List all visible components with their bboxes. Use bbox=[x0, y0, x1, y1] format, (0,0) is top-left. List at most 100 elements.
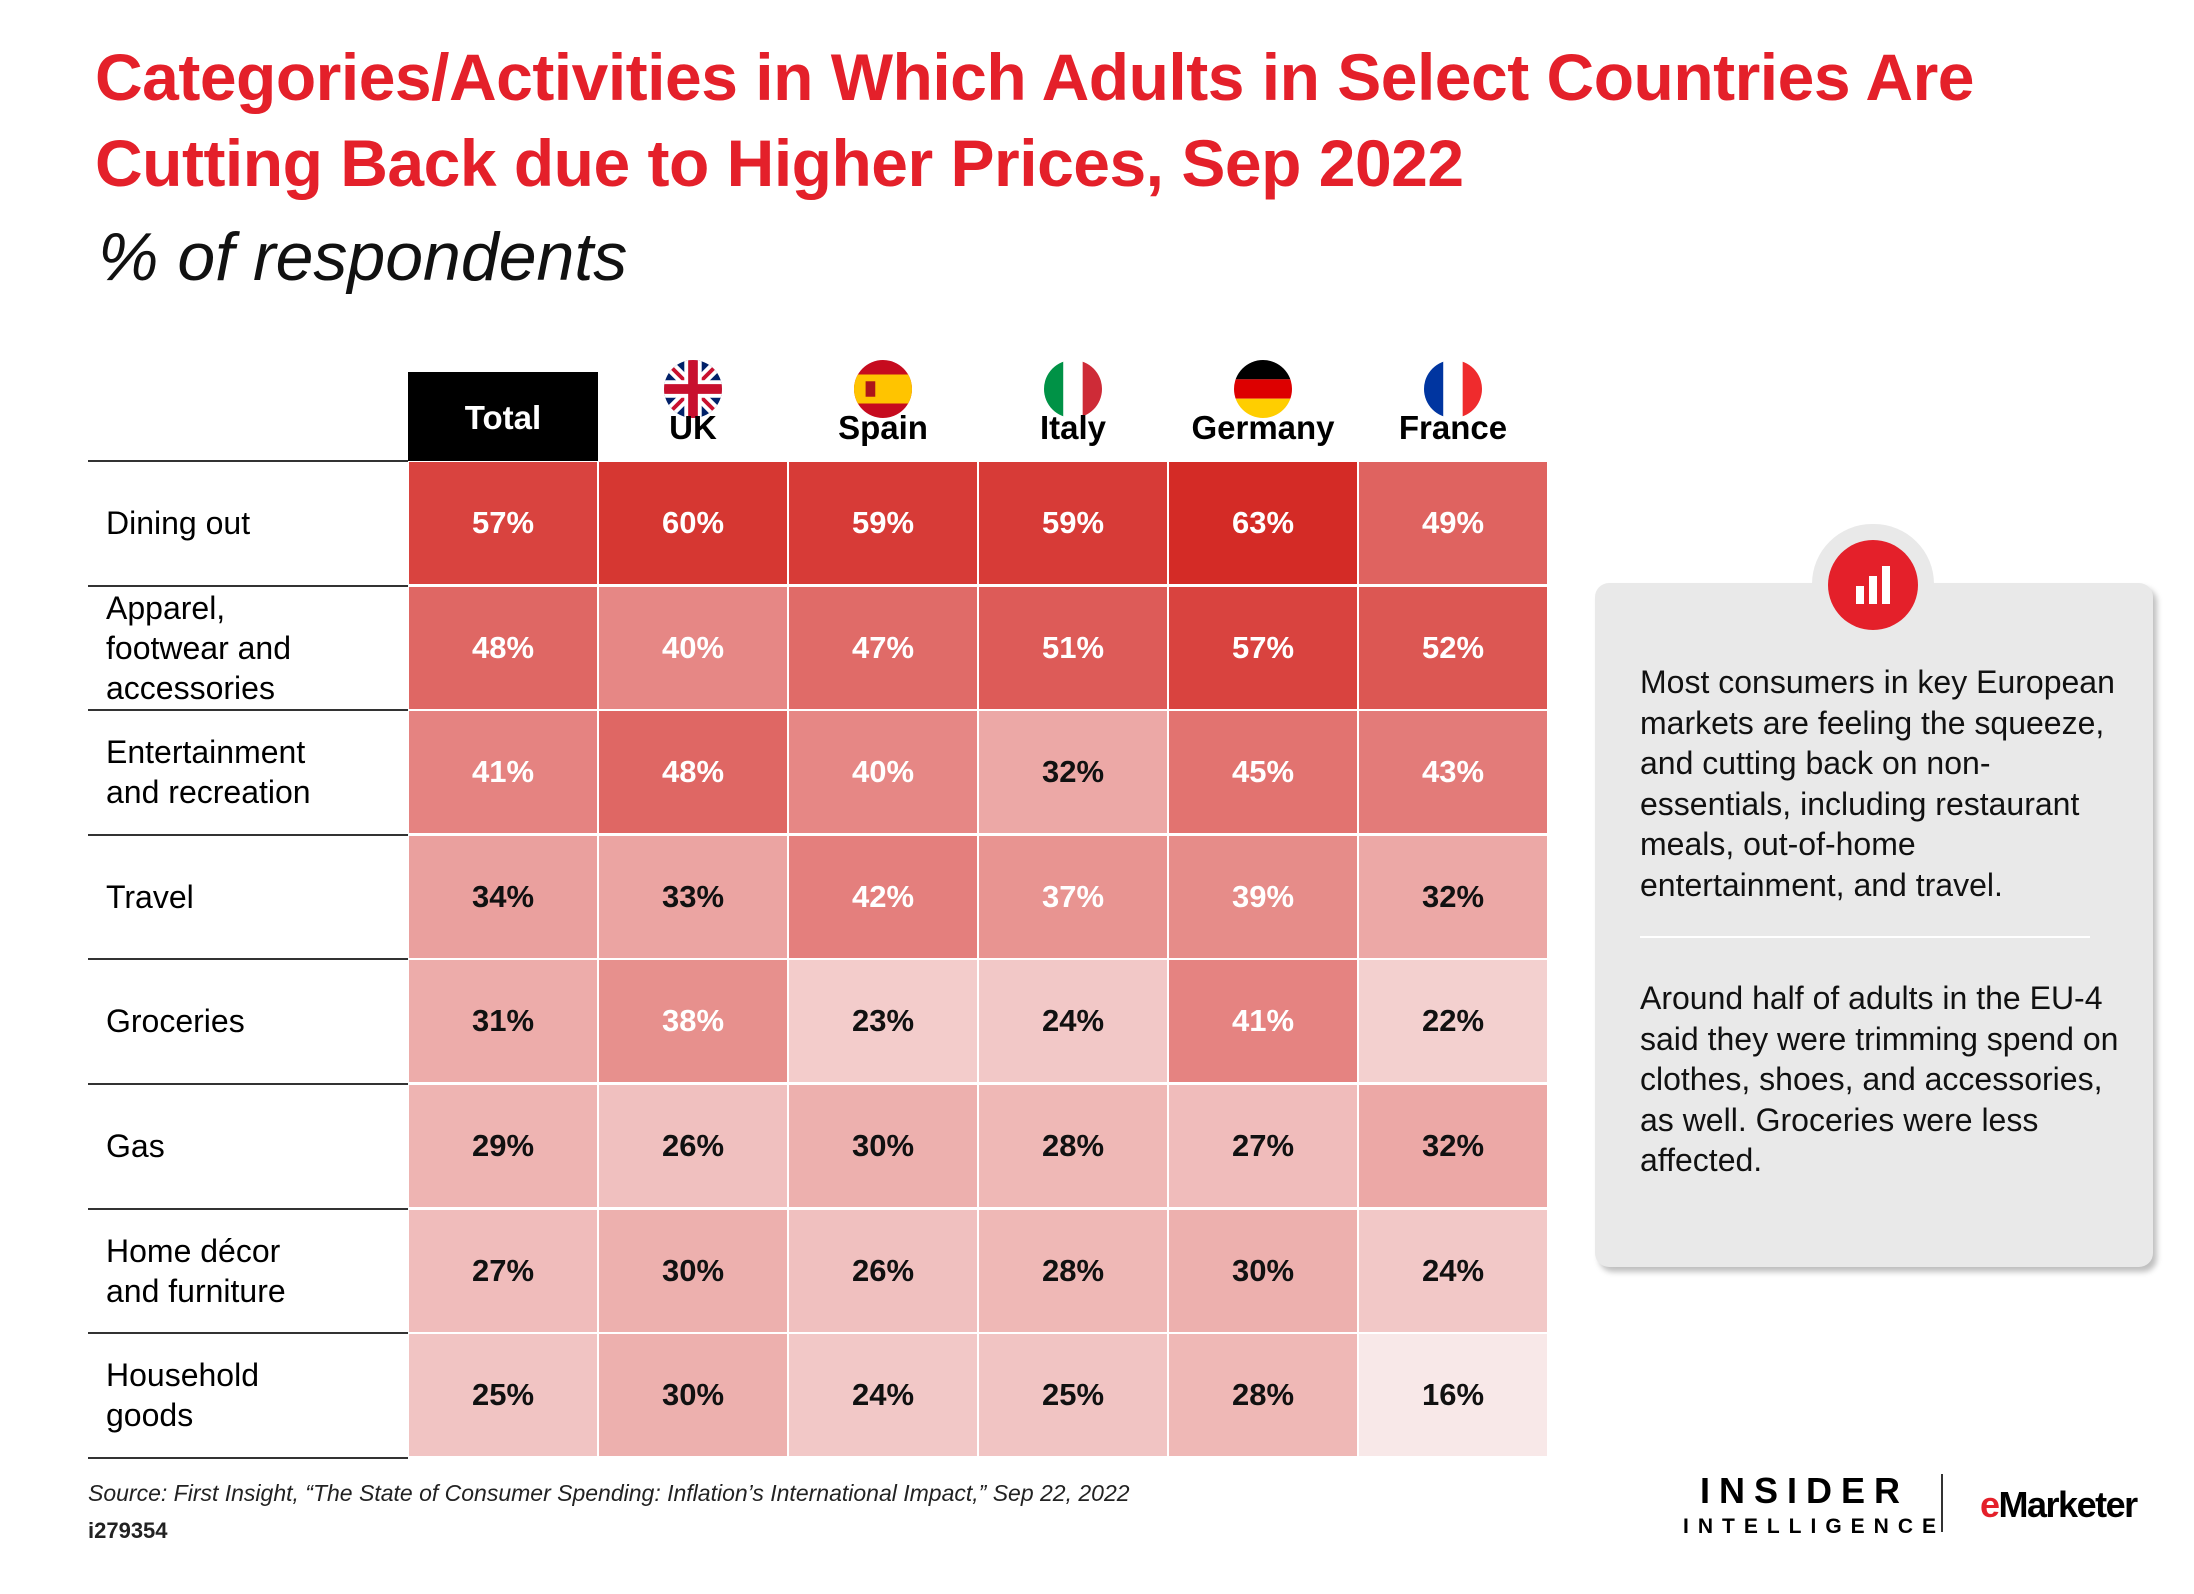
column-header-france: France bbox=[1358, 360, 1548, 461]
heatmap-cell: 33% bbox=[599, 835, 787, 958]
heatmap-cell: 24% bbox=[979, 960, 1167, 1083]
heatmap-cell: 32% bbox=[1359, 835, 1547, 958]
bar-chart-icon bbox=[1828, 540, 1918, 630]
row-divider bbox=[88, 584, 408, 587]
row-label: Household goods bbox=[106, 1333, 406, 1457]
heatmap-cell: 16% bbox=[1359, 1334, 1547, 1457]
heatmap-cell: 26% bbox=[789, 1209, 977, 1332]
heatmap-cell: 23% bbox=[789, 960, 977, 1083]
intelligence-logo: INTELLIGENCE bbox=[1683, 1515, 1946, 1538]
chart-id: i279354 bbox=[88, 1518, 168, 1543]
heatmap-cell: 49% bbox=[1359, 462, 1547, 584]
heatmap-cell: 28% bbox=[1169, 1334, 1357, 1457]
column-header-spain: Spain bbox=[788, 360, 978, 461]
row-divider bbox=[88, 833, 408, 836]
heatmap-cell: 24% bbox=[1359, 1209, 1547, 1332]
heatmap-cell: 22% bbox=[1359, 960, 1547, 1083]
row-label: Groceries bbox=[106, 959, 406, 1083]
row-label-text: Apparel, footwear and accessories bbox=[106, 589, 292, 706]
source-note: Source: First Insight, “The State of Con… bbox=[88, 1480, 1130, 1506]
heatmap-cell: 26% bbox=[599, 1085, 787, 1207]
row-divider bbox=[88, 958, 408, 961]
column-label: Germany bbox=[1191, 409, 1335, 446]
heatmap-cell: 38% bbox=[599, 960, 787, 1083]
heatmap-cell: 59% bbox=[789, 462, 977, 584]
emarketer-logo: eMarketer bbox=[1980, 1484, 2138, 1525]
heatmap-cell: 25% bbox=[409, 1334, 597, 1457]
callout-paragraph-1: Most consumers in key European markets a… bbox=[1640, 664, 2115, 903]
heatmap-cell: 25% bbox=[979, 1334, 1167, 1457]
heatmap-cell: 28% bbox=[979, 1085, 1167, 1207]
spain-flag-icon bbox=[854, 360, 912, 418]
insider-logo: INSIDER bbox=[1700, 1470, 1910, 1511]
column-label: Italy bbox=[1039, 409, 1107, 446]
heatmap-cell: 34% bbox=[409, 835, 597, 958]
column-label: France bbox=[1398, 409, 1508, 446]
heatmap-cell: 48% bbox=[599, 711, 787, 834]
heatmap-cell: 24% bbox=[789, 1334, 977, 1457]
heatmap-cell: 37% bbox=[979, 835, 1167, 958]
heatmap-cell: 48% bbox=[409, 586, 597, 709]
heatmap-cell: 43% bbox=[1359, 711, 1547, 834]
column-label: UK bbox=[669, 409, 717, 446]
row-divider bbox=[88, 1456, 408, 1459]
chart-subtitle: % of respondents bbox=[98, 219, 628, 295]
heatmap-cell: 28% bbox=[979, 1209, 1167, 1332]
france-flag-icon bbox=[1424, 360, 1482, 418]
row-divider bbox=[88, 460, 408, 462]
heatmap-cell: 42% bbox=[789, 835, 977, 958]
uk-flag-icon bbox=[664, 360, 722, 418]
row-label-text: Dining out bbox=[106, 505, 251, 541]
column-header-germany: Germany bbox=[1168, 360, 1358, 461]
germany-flag-icon bbox=[1234, 360, 1292, 418]
row-label-text: Travel bbox=[106, 878, 194, 915]
heatmap-cell: 40% bbox=[599, 586, 787, 709]
heatmap-cell: 32% bbox=[979, 711, 1167, 834]
column-header-total: Total bbox=[408, 372, 598, 461]
heatmap-cell: 60% bbox=[599, 462, 787, 584]
column-label: Spain bbox=[838, 409, 928, 446]
heatmap-cell: 39% bbox=[1169, 835, 1357, 958]
heatmap-cell: 30% bbox=[599, 1334, 787, 1457]
heatmap-cell: 41% bbox=[409, 711, 597, 834]
row-label: Travel bbox=[106, 835, 406, 959]
row-divider bbox=[88, 1207, 408, 1210]
row-label-text: Home décor and furniture bbox=[106, 1232, 286, 1309]
heatmap-cell: 63% bbox=[1169, 462, 1357, 584]
italy-flag-icon bbox=[1044, 360, 1102, 418]
row-label: Entertainment and recreation bbox=[106, 710, 406, 834]
row-label-text: Entertainment and recreation bbox=[106, 734, 311, 811]
heatmap-cell: 27% bbox=[409, 1209, 597, 1332]
column-label: Total bbox=[464, 399, 542, 436]
heatmap-cell: 59% bbox=[979, 462, 1167, 584]
row-divider bbox=[88, 1083, 408, 1085]
heatmap-cell: 31% bbox=[409, 960, 597, 1083]
row-label: Apparel, footwear and accessories bbox=[106, 586, 406, 710]
heatmap-cell: 57% bbox=[409, 462, 597, 584]
heatmap-cell: 51% bbox=[979, 586, 1167, 709]
row-label-text: Household goods bbox=[106, 1357, 259, 1434]
row-label: Gas bbox=[106, 1084, 406, 1208]
heatmap-cell: 45% bbox=[1169, 711, 1357, 834]
chart-title: Categories/Activities in Which Adults in… bbox=[95, 40, 1975, 200]
callout-box bbox=[1595, 583, 2153, 1267]
heatmap-cell: 47% bbox=[789, 586, 977, 709]
heatmap-cell: 32% bbox=[1359, 1085, 1547, 1207]
row-label-text: Gas bbox=[106, 1128, 165, 1164]
row-label-text: Groceries bbox=[106, 1003, 245, 1040]
row-divider bbox=[88, 1332, 408, 1335]
column-header-italy: Italy bbox=[978, 360, 1168, 461]
heatmap-cell: 27% bbox=[1169, 1085, 1357, 1207]
row-divider bbox=[88, 709, 408, 712]
row-label: Dining out bbox=[106, 461, 406, 585]
heatmap-cell: 30% bbox=[599, 1209, 787, 1332]
row-label: Home décor and furniture bbox=[106, 1209, 406, 1333]
callout-divider bbox=[1640, 936, 2090, 938]
column-header-uk: UK bbox=[598, 360, 788, 461]
callout-paragraph-2: Around half of adults in the EU-4 said t… bbox=[1640, 980, 2119, 1178]
heatmap-cell: 29% bbox=[409, 1085, 597, 1207]
heatmap-cell: 52% bbox=[1359, 586, 1547, 709]
heatmap-cell: 40% bbox=[789, 711, 977, 834]
logo-divider bbox=[1941, 1474, 1943, 1532]
heatmap-cell: 30% bbox=[1169, 1209, 1357, 1332]
